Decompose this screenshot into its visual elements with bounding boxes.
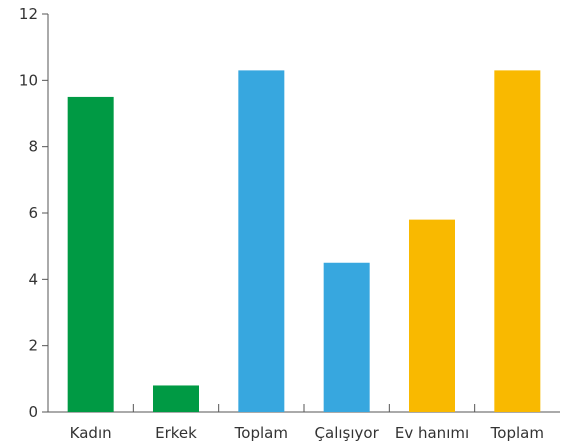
y-tick-label: 2 xyxy=(28,337,38,355)
y-tick-label: 6 xyxy=(28,204,38,222)
x-category-label: Toplam xyxy=(490,424,544,442)
y-axis: 0 2 4 6 8 10 12 xyxy=(19,5,48,421)
x-category-label: Çalışıyor xyxy=(315,424,380,442)
bar-3 xyxy=(238,70,285,412)
x-category-label: Kadın xyxy=(70,424,112,442)
bar-6 xyxy=(494,70,541,412)
x-category-label: Ev hanımı xyxy=(395,424,469,442)
bar-5 xyxy=(409,219,455,412)
x-category-label: Erkek xyxy=(155,424,197,442)
y-tick-label: 8 xyxy=(28,138,38,156)
y-tick-label: 0 xyxy=(28,403,38,421)
y-tick-label: 12 xyxy=(19,5,38,23)
bar-2 xyxy=(153,385,199,412)
bar-series xyxy=(67,70,541,413)
y-tick-label: 10 xyxy=(19,71,38,89)
x-axis: Kadın Erkek Toplam Çalışıyor Ev hanımı Toplam xyxy=(70,404,544,442)
bar-1 xyxy=(67,96,114,413)
bar-4 xyxy=(323,262,370,412)
y-tick-label: 4 xyxy=(28,270,38,288)
x-category-label: Toplam xyxy=(234,424,288,442)
